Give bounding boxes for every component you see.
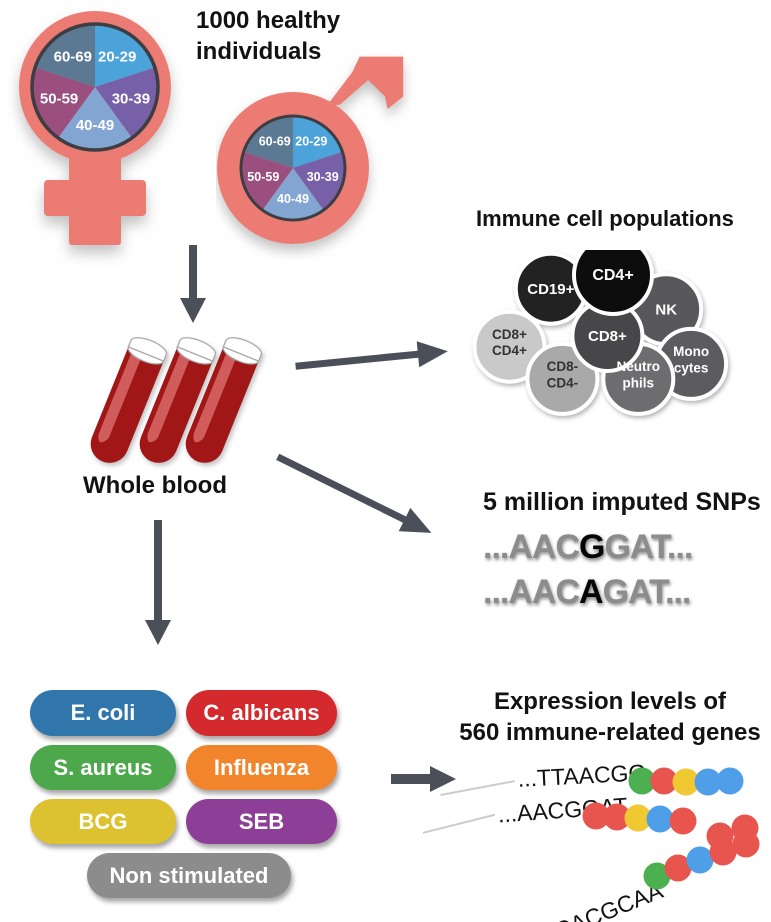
svg-text:20-29: 20-29 [295,134,327,148]
svg-text:60-69: 60-69 [259,134,291,148]
svg-text:50-59: 50-59 [247,170,279,184]
svg-text:30-39: 30-39 [307,170,339,184]
svg-text:40-49: 40-49 [277,192,309,206]
